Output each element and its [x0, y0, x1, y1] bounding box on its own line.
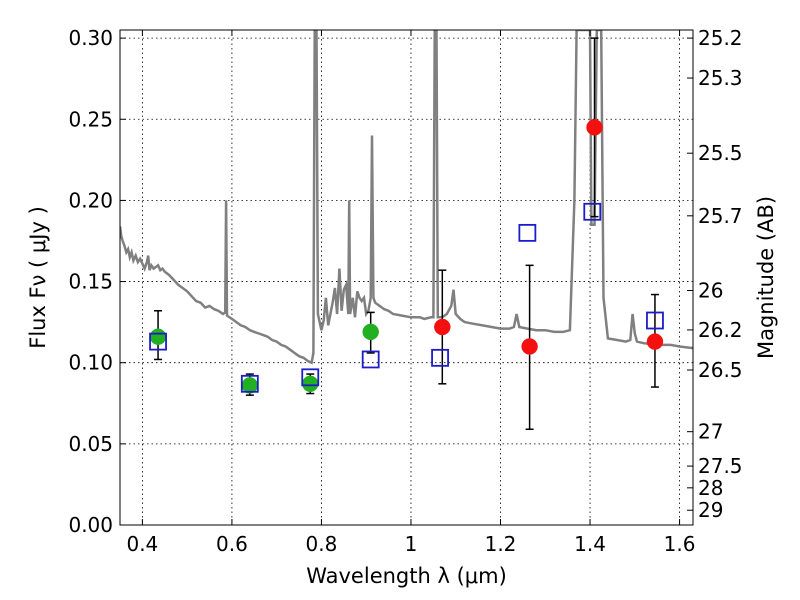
right-tick-label: 26	[698, 278, 723, 302]
model-square-point	[240, 374, 259, 393]
right-tick-label: 28	[698, 476, 723, 500]
x-tick-label: 0.8	[306, 532, 338, 556]
y-tick-label: 0.20	[68, 188, 113, 212]
y-tick-label: 0.00	[68, 513, 113, 537]
y-tick-label: 0.25	[68, 107, 113, 131]
y-tick-label: 0.05	[68, 432, 113, 456]
right-axis-label: Magnitude (AB)	[754, 196, 778, 359]
right-tick-label: 27	[698, 420, 723, 444]
green-data-point	[302, 375, 319, 393]
red-data-point	[586, 119, 603, 136]
x-tick-label: 0.6	[216, 532, 248, 556]
red-data-point	[646, 333, 664, 350]
model-square-point	[431, 348, 449, 367]
right-tick-label: 27.5	[698, 454, 743, 478]
green-data-point	[362, 323, 379, 341]
red-data-point	[434, 318, 451, 336]
x-tick-label: 1.2	[485, 532, 517, 556]
x-tick-label: 1.6	[664, 532, 696, 556]
markers	[149, 119, 664, 394]
right-tick-label: 26.5	[698, 358, 743, 382]
right-tick-label: 25.5	[698, 141, 743, 165]
x-tick-label: 1	[405, 532, 418, 556]
model-square-point	[361, 350, 380, 369]
model-square-point	[149, 332, 167, 351]
y-tick-label: 0.30	[68, 26, 113, 50]
spectrum-line	[120, 30, 693, 365]
axis-ticks: 0.4 0.6 0.8 1 1.2 1.4 1.6 0.00 0.05 0.10 0.15 0.20 0…	[68, 26, 742, 556]
right-tick-label: 29	[698, 498, 723, 522]
y-axis-label: Flux Fν ( μJy )	[26, 206, 50, 349]
x-tick-label: 0.4	[126, 532, 158, 556]
right-tick-label: 26.2	[698, 318, 743, 342]
y-tick-label: 0.10	[68, 351, 113, 375]
red-data-point	[521, 338, 538, 355]
model-square-point	[646, 311, 664, 330]
right-tick-label: 25.2	[698, 26, 743, 50]
x-tick-label: 1.4	[574, 532, 606, 556]
model-square-point	[301, 368, 320, 387]
right-tick-label: 25.3	[698, 66, 743, 90]
model-square-point	[583, 202, 602, 221]
y-tick-label: 0.15	[68, 270, 113, 294]
x-axis-label: Wavelength λ (μm)	[306, 564, 507, 588]
plot-frame	[119, 29, 694, 526]
grid-lines	[120, 30, 693, 526]
model-square-point	[518, 223, 537, 242]
spectrum-layer	[120, 30, 693, 365]
green-data-point	[149, 328, 167, 345]
right-tick-label: 25.7	[698, 204, 743, 228]
error-bars	[154, 37, 659, 430]
